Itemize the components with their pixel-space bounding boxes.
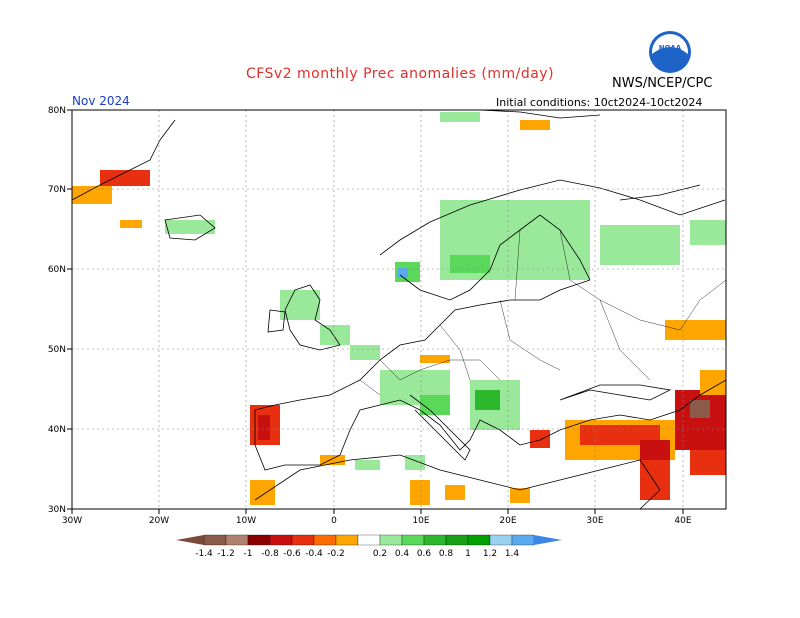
map-frame: [71, 109, 727, 510]
colorbar-label: 0.2: [373, 549, 387, 559]
colorbar-swatch: [423, 534, 447, 546]
lon-tick-label: 30E: [586, 516, 603, 526]
colorbar-swatch: [203, 534, 227, 546]
lat-tick-label: 50N: [48, 345, 66, 355]
colorbar-label: 0.8: [439, 549, 454, 559]
lon-tick-label: 20W: [149, 516, 169, 526]
colorbar-swatch: [511, 534, 535, 546]
agency-label: NWS/NCEP/CPC: [612, 76, 713, 91]
colorbar-label: -0.8: [261, 549, 279, 559]
colorbar-arrow-right: [534, 535, 562, 545]
colorbar-swatch: [445, 534, 469, 546]
lat-tick-label: 30N: [48, 505, 66, 515]
coastlines: [71, 109, 727, 510]
svg-text:NOAA: NOAA: [659, 44, 682, 52]
colorbar-label: 1.2: [483, 549, 497, 559]
colorbar-swatch: [269, 534, 293, 546]
lon-tick-label: 10W: [236, 516, 256, 526]
noaa-logo: NOAA: [648, 30, 692, 74]
lat-tick-label: 80N: [48, 106, 66, 116]
colorbar-swatch: [357, 534, 381, 546]
initial-conditions-label: Initial conditions: 10ct2024-10ct2024: [496, 96, 703, 109]
colorbar-swatch: [225, 534, 249, 546]
colorbar-label: -0.6: [283, 549, 301, 559]
colorbar-label: -1.2: [217, 549, 235, 559]
lon-tick-label: 40E: [674, 516, 691, 526]
colorbar-swatch: [291, 534, 315, 546]
map-title: CFSv2 monthly Prec anomalies (mm/day): [245, 66, 555, 82]
colorbar-swatch: [247, 534, 271, 546]
colorbar-label: 1.4: [505, 549, 520, 559]
month-label: Nov 2024: [72, 94, 130, 108]
map-area: [71, 109, 727, 510]
colorbar-swatch: [489, 534, 513, 546]
colorbar: -1.4 -1.2 -1 -0.8 -0.6 -0.4 -0.2 0.2 0.4 0.6 0.8 1 1…: [176, 534, 562, 559]
colorbar-label: -1.4: [195, 549, 213, 559]
colorbar-label: 1: [465, 549, 471, 559]
colorbar-label: 0.6: [417, 549, 432, 559]
lon-tick-label: 10E: [412, 516, 429, 526]
colorbar-swatch: [379, 534, 403, 546]
colorbar-swatch: [401, 534, 425, 546]
colorbar-swatch: [335, 534, 359, 546]
graticule: [72, 110, 726, 509]
lon-tick-label: 0: [331, 516, 337, 526]
lat-tick-label: 40N: [48, 425, 66, 435]
country-borders: [359, 229, 727, 396]
lat-tick-label: 60N: [48, 265, 66, 275]
lon-tick-label: 30W: [62, 516, 82, 526]
colorbar-arrow-left: [176, 535, 204, 545]
colorbar-swatch: [467, 534, 491, 546]
colorbar-label: -1: [244, 549, 253, 559]
lon-tick-label: 20E: [499, 516, 516, 526]
colorbar-label: 0.4: [395, 549, 410, 559]
axis-ticks: [67, 109, 684, 514]
colorbar-label: -0.4: [305, 549, 323, 559]
colorbar-swatch: [313, 534, 337, 546]
colorbar-label: -0.2: [327, 549, 345, 559]
lat-tick-label: 70N: [48, 185, 66, 195]
